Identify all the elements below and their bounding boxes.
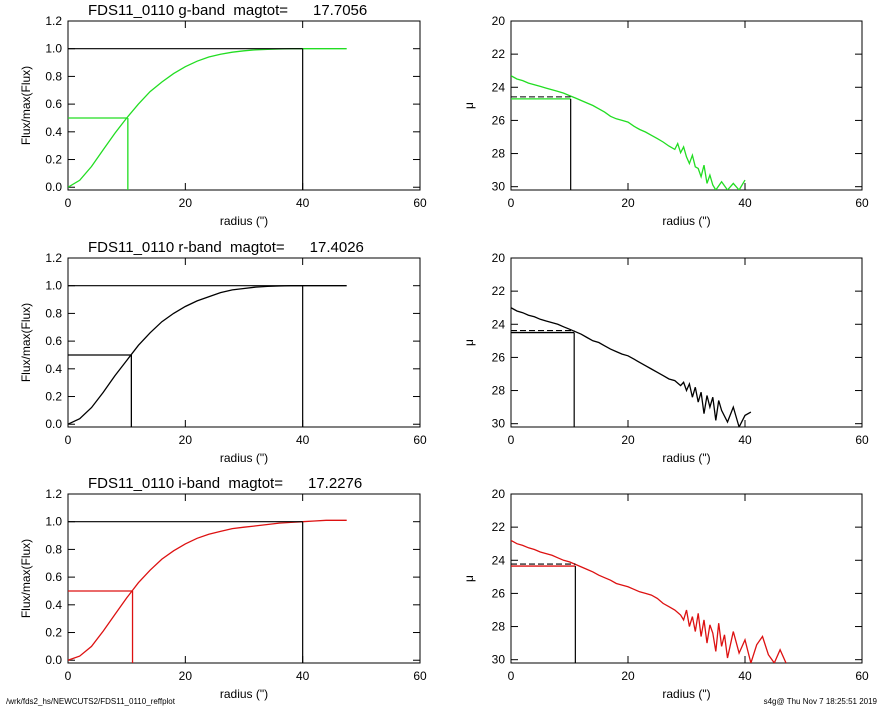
panel5-profile-line: [511, 539, 787, 663]
panel0-y-tick-label: 0.4: [45, 125, 62, 139]
panel2-y-tick-label: 1.0: [45, 279, 62, 293]
panel2-y-axis-label: Flux/max(Flux): [19, 303, 33, 382]
panel4-y-tick-label: 0.6: [45, 570, 62, 584]
panel0-y-tick-label: 0.6: [45, 97, 62, 111]
panel5-y-tick-label: 30: [492, 653, 506, 667]
panel1-x-tick-label: 40: [738, 196, 752, 210]
panel0-x-tick-label: 60: [413, 196, 427, 210]
panel4-x-tick-label: 60: [413, 669, 427, 683]
panel5-y-tick-label: 26: [492, 586, 506, 600]
panel1-x-tick-label: 0: [508, 196, 515, 210]
panel2-y-tick-label: 0.4: [45, 362, 62, 376]
panel4-y-axis-label: Flux/max(Flux): [19, 539, 33, 618]
panel1-y-axis-label: μ: [462, 102, 476, 109]
panel5-y-tick-label: 24: [492, 553, 506, 567]
panel2-x-tick-label: 0: [65, 433, 72, 447]
panel2-y-tick-label: 0.6: [45, 334, 62, 348]
panel5-x-tick-label: 0: [508, 669, 515, 683]
panel0-y-tick-label: 0.2: [45, 153, 62, 167]
panel5-y-axis-label: μ: [462, 575, 476, 582]
panel4-y-tick-label: 1.0: [45, 515, 62, 529]
panel3-y-tick-label: 26: [492, 350, 506, 364]
panel0-x-axis-label: radius ("): [220, 214, 268, 228]
panel2-title: FDS11_0110 r-band magtot= 17.4026: [88, 239, 364, 256]
panel3-x-tick-label: 0: [508, 433, 515, 447]
panel2-y-tick-label: 0.2: [45, 390, 62, 404]
panel2-x-tick-label: 60: [413, 433, 427, 447]
panel5-y-tick-label: 28: [492, 620, 506, 634]
panel1-x-tick-label: 60: [855, 196, 869, 210]
panel5-x-tick-label: 20: [621, 669, 635, 683]
panel3-y-tick-label: 22: [492, 284, 506, 298]
panel3-y-tick-label: 30: [492, 417, 506, 431]
panel0-y-tick-label: 0.0: [45, 180, 62, 194]
panel1-y-tick-label: 22: [492, 47, 506, 61]
panel3-y-tick-label: 28: [492, 384, 506, 398]
panel5-x-tick-label: 60: [855, 669, 869, 683]
panel4-y-tick-label: 0.2: [45, 626, 62, 640]
panel2-y-tick-label: 1.2: [45, 251, 62, 265]
panel0-x-tick-label: 20: [179, 196, 193, 210]
footer-path: /wrk/fds2_hs/NEWCUTS2/FDS11_0110_reffplo…: [6, 697, 175, 706]
footer-timestamp: s4g@ Thu Nov 7 18:25:51 2019: [763, 697, 877, 706]
panel1-x-tick-label: 20: [621, 196, 635, 210]
panel5-axes-frame: [510, 493, 863, 664]
panel3-x-axis-label: radius ("): [662, 451, 710, 465]
panel4-y-tick-label: 0.8: [45, 542, 62, 556]
panel2-x-tick-label: 40: [296, 433, 310, 447]
panel5-x-tick-label: 40: [738, 669, 752, 683]
panel3-y-axis-label: μ: [462, 339, 476, 346]
panel1-y-tick-label: 26: [492, 113, 506, 127]
panel3-x-tick-label: 40: [738, 433, 752, 447]
panel4-x-axis-label: radius ("): [220, 687, 268, 701]
panel2-y-tick-label: 0.0: [45, 417, 62, 431]
panel3-axes-frame: [510, 257, 863, 428]
panel1-y-tick-label: 24: [492, 80, 506, 94]
panel3-y-tick-label: 20: [492, 251, 506, 265]
panel0-y-tick-label: 0.8: [45, 69, 62, 83]
panel3-y-tick-label: 24: [492, 317, 506, 331]
panel0-x-tick-label: 0: [65, 196, 72, 210]
panel1-x-axis-label: radius ("): [662, 214, 710, 228]
panel4-y-tick-label: 1.2: [45, 487, 62, 501]
panel2-axes-frame: [67, 257, 421, 428]
panel4-x-tick-label: 0: [65, 669, 72, 683]
panel0-axes-frame: [67, 20, 421, 191]
panel1-axes-frame: [510, 20, 863, 191]
panel4-axes-frame: [67, 493, 421, 664]
panel1-profile-line: [511, 75, 746, 190]
panel3-x-tick-label: 20: [621, 433, 635, 447]
panel5-y-tick-label: 20: [492, 487, 506, 501]
panel2-x-tick-label: 20: [179, 433, 193, 447]
panel0-profile-line: [68, 48, 347, 188]
panel2-y-tick-label: 0.8: [45, 306, 62, 320]
panel1-y-tick-label: 20: [492, 14, 506, 28]
panel1-y-tick-label: 30: [492, 180, 506, 194]
panel4-profile-line: [68, 519, 347, 661]
panel4-y-tick-label: 0.0: [45, 653, 62, 667]
panel4-title: FDS11_0110 i-band magtot= 17.2276: [88, 475, 362, 492]
panel3-x-tick-label: 60: [855, 433, 869, 447]
panel2-x-axis-label: radius ("): [220, 451, 268, 465]
panel2-profile-line: [68, 285, 347, 425]
panel1-y-tick-label: 28: [492, 147, 506, 161]
panel0-x-tick-label: 40: [296, 196, 310, 210]
panel4-y-tick-label: 0.4: [45, 598, 62, 612]
panel4-x-tick-label: 40: [296, 669, 310, 683]
panel0-y-tick-label: 1.2: [45, 14, 62, 28]
panel5-y-tick-label: 22: [492, 520, 506, 534]
panel0-y-axis-label: Flux/max(Flux): [19, 66, 33, 145]
panel0-title: FDS11_0110 g-band magtot= 17.7056: [88, 2, 367, 19]
panel3-profile-line: [511, 307, 752, 427]
panel4-x-tick-label: 20: [179, 669, 193, 683]
panel5-x-axis-label: radius ("): [662, 687, 710, 701]
panel0-y-tick-label: 1.0: [45, 42, 62, 56]
